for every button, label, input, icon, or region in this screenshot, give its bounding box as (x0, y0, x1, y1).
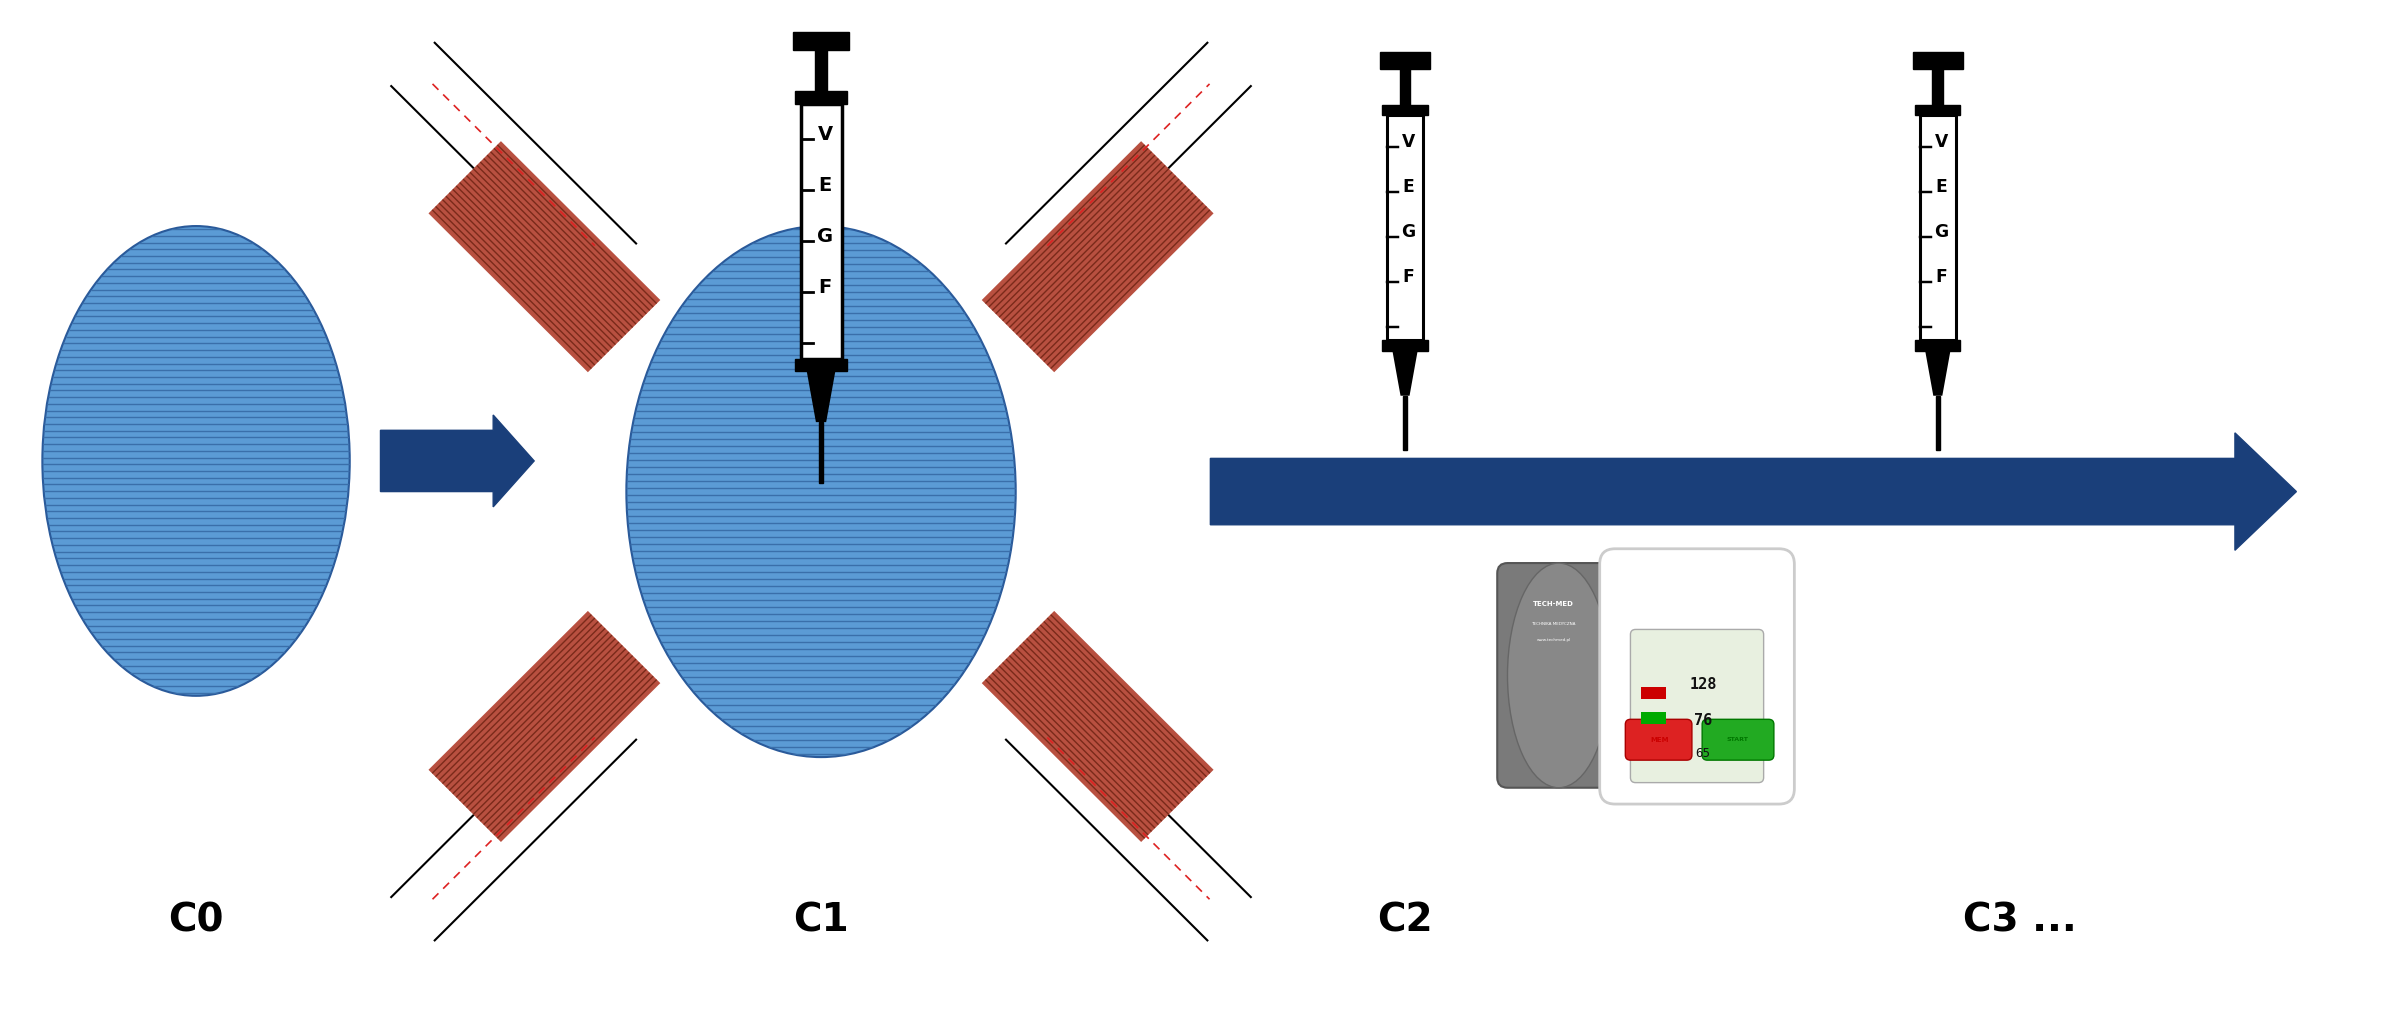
Text: TECH-MED: TECH-MED (1532, 601, 1575, 607)
Bar (1914, 104, 1960, 116)
Bar (1401, 69, 1410, 104)
Text: V: V (1936, 133, 1948, 152)
Bar (1381, 104, 1427, 116)
Polygon shape (982, 141, 1214, 373)
Text: G: G (1934, 223, 1948, 242)
FancyArrow shape (1209, 433, 2297, 550)
Text: G: G (817, 226, 834, 246)
Text: F: F (1936, 268, 1948, 286)
Bar (820, 422, 822, 483)
Polygon shape (982, 611, 1214, 842)
Polygon shape (428, 611, 660, 842)
Text: 128: 128 (1690, 677, 1716, 692)
FancyBboxPatch shape (1630, 630, 1764, 782)
Text: C0: C0 (167, 901, 225, 939)
Bar (796, 91, 846, 103)
Bar (1912, 52, 1962, 69)
Text: C3 ...: C3 ... (1962, 901, 2077, 939)
Ellipse shape (1508, 563, 1611, 787)
Text: 76: 76 (1695, 713, 1711, 728)
FancyBboxPatch shape (1599, 549, 1795, 804)
Text: V: V (1403, 133, 1415, 152)
Text: E: E (1403, 178, 1415, 197)
Polygon shape (808, 371, 836, 422)
Polygon shape (1926, 351, 1950, 395)
Text: MEM: MEM (1649, 736, 1668, 742)
Polygon shape (428, 141, 660, 373)
Text: C2: C2 (1377, 901, 1434, 939)
Bar (1936, 395, 1941, 450)
FancyBboxPatch shape (1496, 563, 1651, 787)
Bar (815, 50, 827, 91)
Text: C1: C1 (793, 901, 848, 939)
Ellipse shape (626, 226, 1016, 757)
Text: F: F (817, 278, 832, 297)
Bar (1403, 395, 1408, 450)
Text: G: G (1401, 223, 1415, 242)
Text: 65: 65 (1695, 746, 1711, 760)
Bar (801, 103, 841, 358)
Bar (1381, 340, 1427, 351)
FancyArrow shape (380, 415, 533, 507)
Text: www.techmed.pl: www.techmed.pl (1537, 638, 1570, 642)
Ellipse shape (43, 226, 349, 696)
Text: V: V (817, 125, 832, 143)
Text: F: F (1403, 268, 1415, 286)
FancyBboxPatch shape (1702, 719, 1773, 760)
Text: E: E (1936, 178, 1948, 197)
Bar (1919, 116, 1955, 340)
Text: E: E (817, 176, 832, 195)
Bar (1386, 116, 1422, 340)
Text: TECHNIKA MEDYCZNA: TECHNIKA MEDYCZNA (1532, 623, 1575, 627)
Bar (1934, 69, 1943, 104)
Polygon shape (1393, 351, 1417, 395)
Bar (1640, 687, 1666, 699)
Bar (1381, 52, 1429, 69)
Text: START: START (1726, 737, 1747, 742)
Bar (796, 358, 846, 371)
Bar (1640, 712, 1666, 724)
FancyBboxPatch shape (1625, 719, 1692, 760)
Bar (1914, 340, 1960, 351)
Bar (793, 32, 848, 50)
